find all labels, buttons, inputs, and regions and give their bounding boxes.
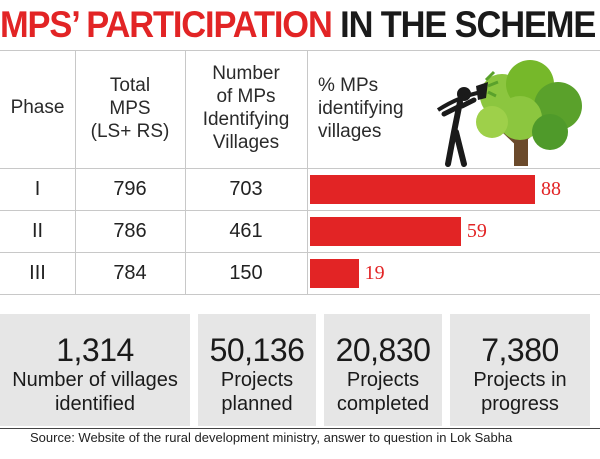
stat-label-line-1: Number of villages	[12, 369, 178, 391]
stat-projects-completed: 20,830 Projects completed	[324, 314, 442, 426]
header-pct-line-3: villages	[318, 121, 382, 142]
row-phase: I	[34, 178, 41, 200]
pct-bar-label: 88	[541, 178, 561, 200]
stat-label-line-2: identified	[54, 393, 136, 415]
row-divider-1	[0, 210, 600, 211]
header-pct: % MPs identifying villages	[318, 74, 438, 143]
pct-bar-II	[310, 217, 461, 246]
source-note: Source: Website of the rural development…	[30, 430, 513, 445]
header-ident-line-4: Villages	[212, 132, 280, 153]
row-identifying: 461	[229, 220, 263, 242]
header-divider	[0, 168, 600, 169]
stat-label-line-1: Projects	[346, 369, 420, 391]
stat-projects-in-progress: 7,380 Projects in progress	[450, 314, 590, 426]
col-divider-1	[75, 50, 76, 295]
pct-bar-label: 19	[364, 262, 385, 284]
header-pct-line-1: % MPs	[318, 75, 379, 96]
pct-bar-label: 59	[466, 220, 487, 242]
row-divider-2	[0, 252, 600, 253]
tree-icon	[476, 60, 582, 166]
header-total-line-3: (LS+ RS)	[90, 121, 170, 142]
row-phase: II	[31, 220, 44, 242]
header-identifying: Number of MPs Identifying Villages	[185, 62, 307, 154]
title-highlight: MPS’ PARTICIPATION	[0, 4, 333, 45]
header-phase: Phase	[10, 97, 65, 118]
person-icon	[436, 70, 499, 167]
stat-value: 50,136	[209, 332, 305, 368]
tree-illustration	[436, 60, 582, 167]
header-total-mps: Total MPS (LS+ RS)	[75, 74, 185, 143]
stat-label-line-1: Projects in	[473, 369, 567, 391]
row-identifying: 150	[229, 262, 263, 284]
table-bottom-rule	[0, 294, 600, 295]
pct-bar-III	[310, 259, 359, 288]
title-rest: IN THE SCHEME	[340, 4, 596, 45]
stat-label-line-2: progress	[481, 393, 559, 415]
chart-title: MPS’ PARTICIPATION IN THE SCHEME	[0, 0, 596, 50]
stat-label-line-1: Projects	[220, 369, 294, 391]
col-divider-3	[307, 50, 308, 295]
stat-label-line-2: planned	[221, 393, 293, 415]
stat-label-line-2: completed	[336, 393, 430, 415]
header-ident-line-1: Number	[212, 63, 280, 84]
table-top-rule	[0, 50, 600, 51]
header-total-line-1: Total	[109, 75, 151, 96]
row-total-mps: 786	[113, 220, 147, 242]
row-identifying: 703	[229, 178, 263, 200]
stat-villages-identified: 1,314 Number of villages identified	[0, 314, 190, 426]
source-rule	[0, 428, 600, 429]
header-pct-line-2: identifying	[318, 98, 404, 119]
stat-value: 1,314	[56, 332, 134, 368]
header-ident-line-3: Identifying	[202, 109, 290, 130]
col-divider-2	[185, 50, 186, 295]
stat-value: 7,380	[481, 332, 559, 368]
row-total-mps: 796	[113, 178, 147, 200]
stat-value: 20,830	[335, 332, 431, 368]
stat-projects-planned: 50,136 Projects planned	[198, 314, 316, 426]
row-phase: III	[29, 262, 46, 284]
pct-bar-I	[310, 175, 535, 204]
row-total-mps: 784	[113, 262, 147, 284]
header-total-line-2: MPS	[109, 98, 151, 119]
header-ident-line-2: of MPs	[216, 86, 276, 107]
